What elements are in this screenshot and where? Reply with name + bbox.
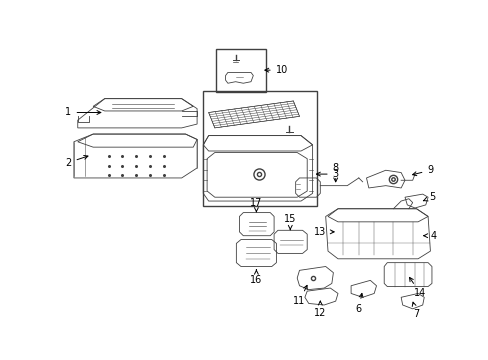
Text: 5: 5 — [423, 192, 434, 202]
Text: 1: 1 — [65, 108, 101, 117]
Text: 8: 8 — [332, 163, 338, 182]
Text: 13: 13 — [313, 227, 333, 237]
Text: 7: 7 — [411, 302, 419, 319]
Text: 17: 17 — [250, 198, 262, 212]
Bar — [216, 49, 266, 92]
Text: 9: 9 — [412, 165, 432, 176]
Text: 10: 10 — [264, 65, 287, 75]
Text: 3: 3 — [316, 169, 338, 179]
Text: 15: 15 — [284, 214, 296, 230]
Text: 4: 4 — [423, 231, 436, 241]
Text: 16: 16 — [250, 270, 262, 285]
Text: 11: 11 — [293, 285, 306, 306]
Text: 12: 12 — [313, 301, 326, 318]
Text: 2: 2 — [65, 156, 88, 167]
Text: 6: 6 — [355, 293, 362, 314]
Text: 14: 14 — [408, 278, 426, 298]
Bar — [203, 91, 317, 206]
